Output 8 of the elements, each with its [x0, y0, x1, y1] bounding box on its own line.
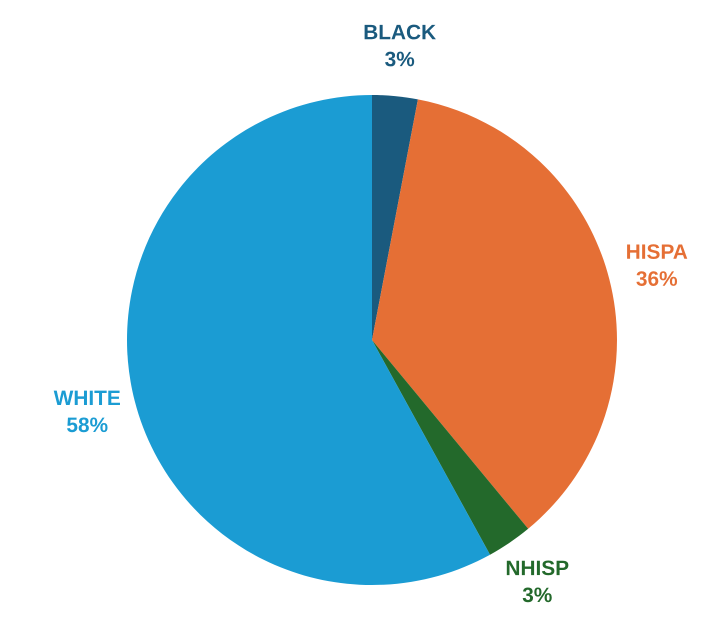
slice-label: HISPA	[627, 244, 688, 259]
slice-label: BLACK	[364, 24, 436, 40]
data-label: 3%	[522, 587, 552, 602]
data-label: 36%	[636, 271, 678, 286]
data-label: 3%	[385, 52, 414, 66]
data-label: 58%	[67, 417, 108, 432]
slice-label: WHITE	[54, 390, 120, 406]
slice-label: NHISP	[506, 560, 568, 576]
